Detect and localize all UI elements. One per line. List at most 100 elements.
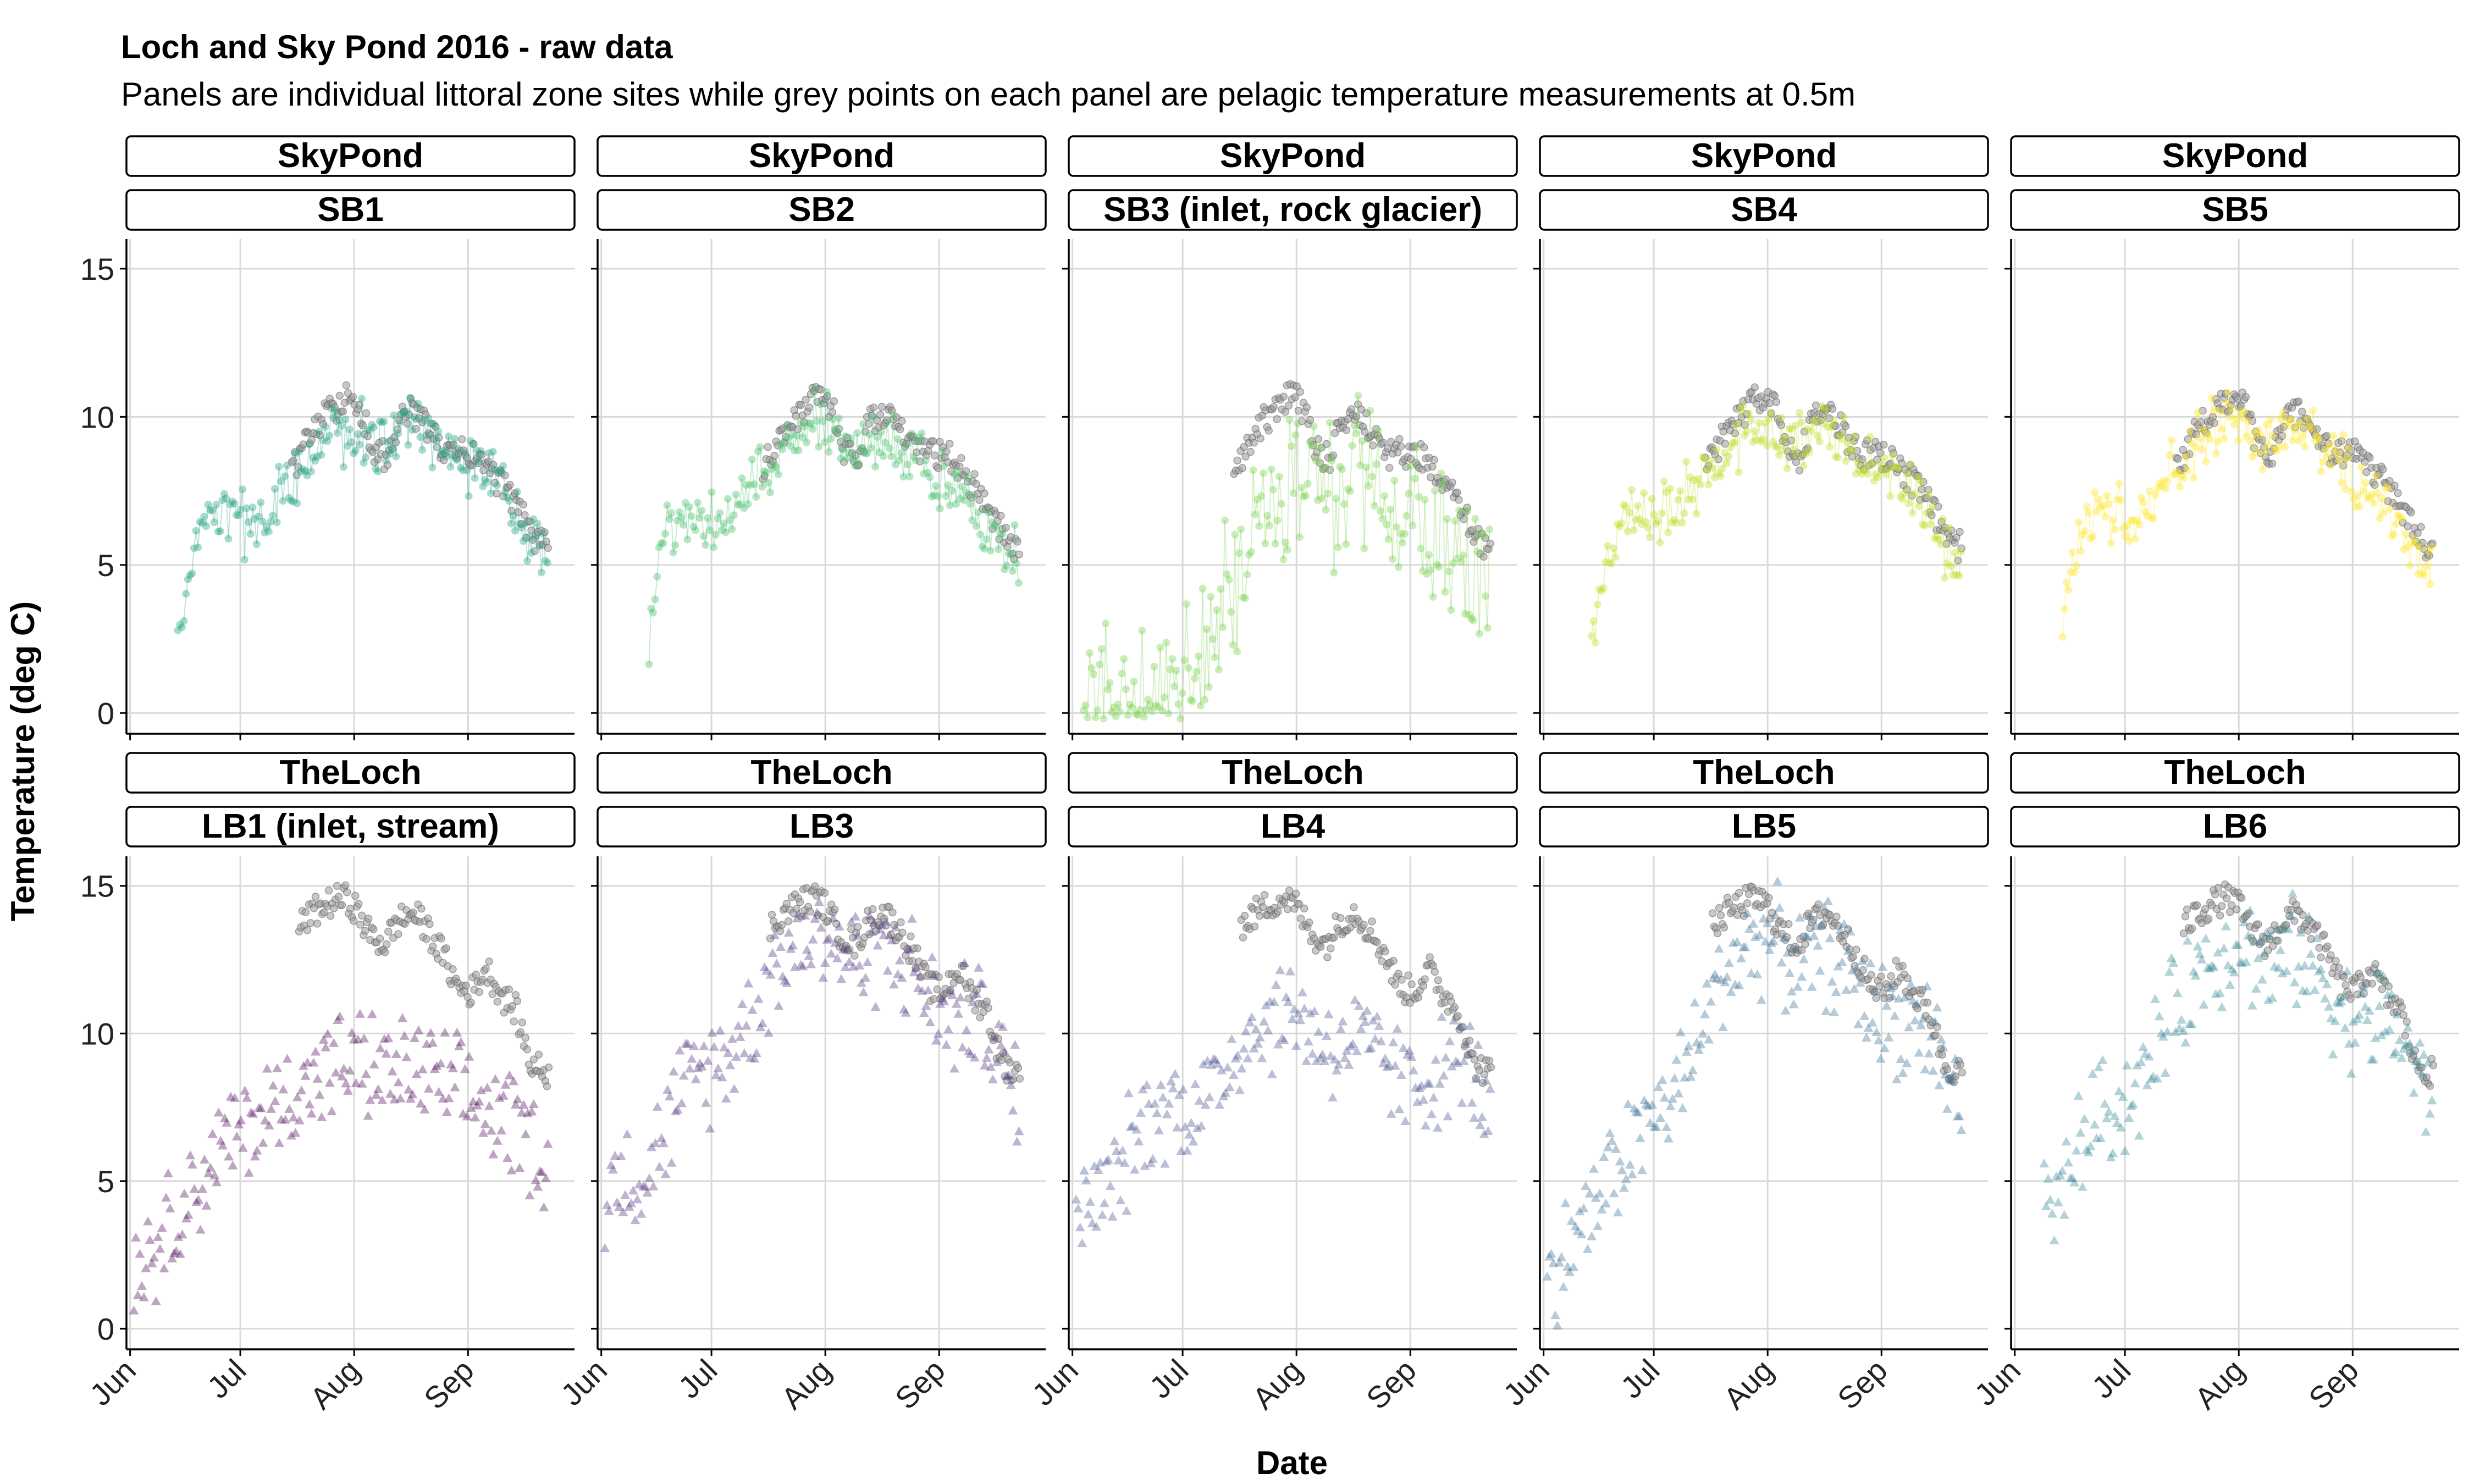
site-point — [1208, 635, 1217, 643]
site-point — [2097, 503, 2105, 511]
site-line-segment — [349, 429, 352, 442]
site-line-segment — [2244, 411, 2247, 437]
x-tick-label: Jun — [83, 1353, 142, 1412]
site-line-segment — [1426, 555, 1430, 574]
site-point — [2363, 494, 2372, 502]
reference-point — [2426, 1082, 2434, 1090]
site-point — [363, 1111, 373, 1120]
site-point — [2192, 443, 2200, 451]
site-point — [1271, 540, 1279, 548]
site-line-segment — [1351, 425, 1355, 446]
site-point — [1928, 1066, 1939, 1075]
site-point — [1848, 446, 1856, 455]
reference-point — [1860, 955, 1869, 963]
site-line-segment — [751, 459, 755, 485]
site-point — [981, 1053, 992, 1062]
site-point — [1570, 1221, 1581, 1231]
site-point — [891, 922, 901, 932]
reference-point — [338, 901, 346, 909]
site-line-segment — [974, 495, 977, 527]
site-point — [1560, 1198, 1571, 1208]
site-point — [2396, 1053, 2407, 1062]
x-tick-label: Sep — [888, 1353, 952, 1416]
site-point — [2222, 399, 2230, 407]
reference-point — [1435, 985, 1444, 994]
site-line-segment — [1594, 604, 1598, 643]
reference-point — [529, 1055, 538, 1064]
site-point — [786, 442, 794, 450]
site-point — [1957, 547, 1965, 556]
site-line-segment — [1758, 423, 1762, 442]
site-point — [1681, 1046, 1692, 1056]
site-point — [1777, 413, 1785, 422]
site-line-segment — [2183, 457, 2186, 478]
site-point — [645, 660, 653, 668]
reference-point — [294, 463, 302, 472]
site-line-segment — [2352, 499, 2356, 507]
reference-point — [2180, 464, 2189, 473]
site-point — [776, 942, 786, 951]
site-point — [1920, 522, 1929, 530]
site-point — [1835, 925, 1846, 934]
site-line-segment — [2092, 492, 2096, 537]
site-line-segment — [1345, 489, 1349, 545]
site-point — [388, 444, 396, 452]
site-point — [1412, 1097, 1423, 1106]
site-point — [186, 571, 194, 579]
site-point — [167, 1253, 178, 1262]
site-point — [847, 434, 855, 442]
site-point — [909, 967, 919, 977]
site-point — [1667, 1094, 1678, 1103]
reference-point — [1396, 442, 1405, 451]
site-point — [941, 1040, 952, 1049]
site-point — [1445, 1036, 1455, 1045]
site-point — [915, 433, 924, 441]
site-point — [838, 944, 848, 954]
site-line-segment — [1354, 425, 1357, 434]
site-point — [2064, 586, 2073, 594]
reference-point — [1006, 1059, 1014, 1067]
reference-point — [1933, 1023, 1942, 1031]
site-point — [382, 457, 390, 465]
site-line-segment — [1188, 668, 1191, 700]
reference-point — [1941, 523, 1949, 532]
site-point — [1797, 972, 1807, 981]
site-line-segment — [1196, 656, 1200, 672]
site-point — [1196, 1121, 1207, 1130]
site-point — [1228, 1070, 1239, 1079]
site-point — [281, 472, 289, 480]
site-point — [482, 1083, 493, 1092]
site-point — [1269, 997, 1279, 1006]
reference-point — [989, 525, 997, 533]
site-point — [374, 468, 382, 476]
site-line-segment — [2100, 505, 2103, 508]
site-line-segment — [2102, 505, 2106, 517]
site-point — [426, 1028, 436, 1037]
site-point — [1216, 1065, 1227, 1075]
reference-point — [516, 1028, 525, 1037]
site-point — [1103, 685, 1112, 694]
site-point — [2237, 958, 2247, 967]
site-line-segment — [510, 516, 514, 524]
site-point — [273, 518, 281, 527]
reference-point — [1863, 436, 1871, 445]
site-line-segment — [707, 518, 710, 531]
site-line-segment — [1430, 569, 1434, 597]
site-point — [444, 432, 452, 440]
site-line-segment — [1162, 697, 1165, 711]
site-point — [930, 491, 938, 500]
site-line-segment — [230, 501, 233, 505]
site-point — [1247, 1012, 1257, 1022]
site-line-segment — [179, 624, 183, 628]
site-point — [174, 626, 182, 634]
site-point — [206, 506, 214, 514]
site-point — [341, 1078, 351, 1088]
site-point — [1140, 1161, 1150, 1170]
site-line-segment — [2363, 483, 2366, 492]
site-point — [998, 530, 1007, 539]
site-point — [800, 910, 810, 920]
site-point — [2141, 508, 2150, 516]
site-line-segment — [1845, 442, 1849, 461]
site-point — [2398, 514, 2406, 523]
reference-point — [1852, 945, 1860, 954]
